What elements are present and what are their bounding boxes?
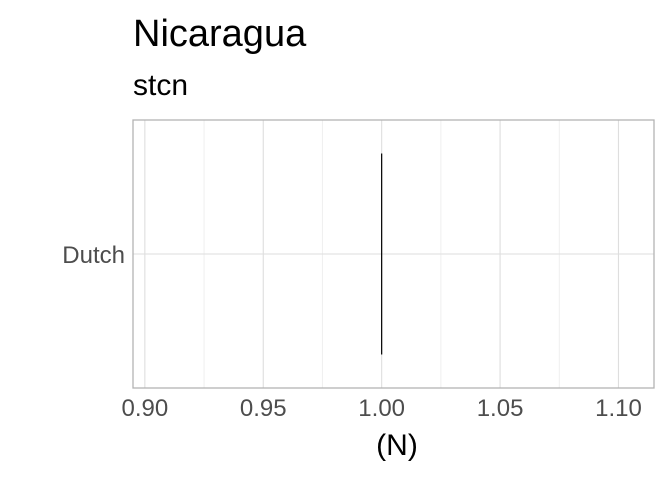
x-tick-label: 1.05 <box>477 395 524 422</box>
x-tick-label: 1.00 <box>358 395 405 422</box>
y-tick-label: Dutch <box>62 242 125 269</box>
x-tick-label: 0.90 <box>121 395 168 422</box>
plot-panel-border <box>132 119 655 389</box>
chart-subtitle: stcn <box>133 69 188 102</box>
x-axis-title: (N) <box>376 429 418 462</box>
chart-title: Nicaragua <box>133 13 307 55</box>
y-axis-tick-labels: Dutch <box>62 242 125 269</box>
x-tick-label: 0.95 <box>240 395 287 422</box>
grid-major-lines <box>133 120 654 388</box>
x-tick-label: 1.10 <box>595 395 642 422</box>
x-axis-tick-labels: 0.90 0.95 1.00 1.05 1.10 <box>121 395 641 422</box>
